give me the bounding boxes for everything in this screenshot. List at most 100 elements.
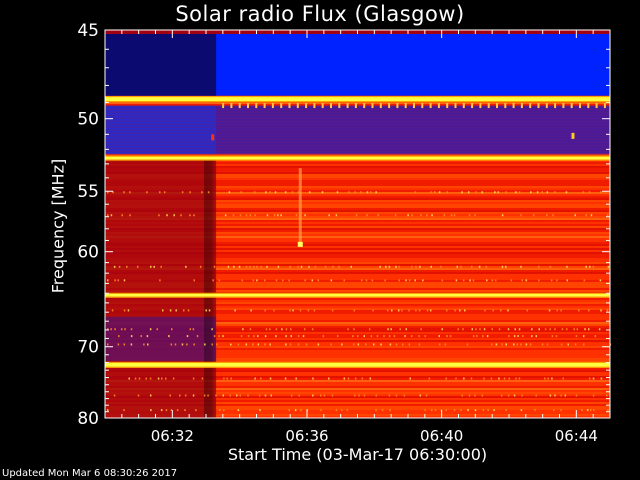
spectrogram-row <box>105 342 610 344</box>
striation-dot <box>166 214 168 217</box>
striation-dot <box>204 343 206 346</box>
striation-dot <box>257 335 259 338</box>
bright-band-edge <box>105 159 610 161</box>
striation-dot <box>242 328 244 331</box>
spectrogram-row <box>105 330 610 332</box>
striation-dot <box>186 343 188 346</box>
striation-dot <box>556 309 559 312</box>
striation-dot <box>467 409 469 412</box>
striation-dot <box>240 191 243 194</box>
striation-dot <box>346 409 349 412</box>
striation-dot <box>223 377 225 380</box>
interference-dot <box>421 103 424 109</box>
striation-dot <box>340 409 343 412</box>
striation-dot <box>512 343 515 346</box>
striation-dot <box>186 335 189 338</box>
interference-dot <box>321 103 324 109</box>
striation-dot <box>354 377 357 380</box>
striation-dot <box>600 309 602 312</box>
striation-dot <box>525 343 528 346</box>
striation-dot <box>153 265 155 268</box>
spectrogram-row <box>105 346 610 348</box>
spectrogram-row <box>105 274 610 276</box>
striation-dot <box>297 343 300 346</box>
striation-dot <box>475 328 477 331</box>
striation-dot <box>368 328 371 331</box>
spectrogram-row <box>105 320 610 322</box>
striation-dot <box>277 214 279 217</box>
striation-dot <box>290 394 293 397</box>
striation-dot <box>535 394 537 397</box>
spectrogram-row <box>105 208 610 210</box>
striation-dot <box>468 214 471 217</box>
striation-dot <box>207 191 210 194</box>
striation-dot <box>269 377 272 380</box>
striation-dot <box>312 394 314 397</box>
striation-dot <box>422 279 424 282</box>
striation-dot <box>575 335 578 338</box>
striation-dot <box>129 214 131 217</box>
spectrogram-row <box>105 176 610 178</box>
burst-spike <box>298 168 302 244</box>
striation-dot <box>288 279 290 282</box>
striation-dot <box>350 265 352 268</box>
striation-dot <box>213 335 216 338</box>
striation-dot <box>607 265 610 268</box>
striation-dot <box>363 335 366 338</box>
purple-band-row <box>105 108 610 110</box>
spectrogram-row <box>105 268 610 270</box>
striation-dot <box>253 265 255 268</box>
striation-dot <box>561 328 564 331</box>
striation-dot <box>456 265 459 268</box>
plot-area <box>105 30 612 419</box>
striation-dot <box>297 335 300 338</box>
spectrogram-row <box>105 184 610 186</box>
striation-dot <box>341 343 343 346</box>
striation-dot <box>305 343 308 346</box>
striation-dot <box>484 309 486 312</box>
striation-dot <box>510 279 513 282</box>
purple-band-row <box>105 147 610 149</box>
striation-dot <box>297 191 300 194</box>
purple-band-row <box>105 111 610 113</box>
striation-dot <box>389 409 391 412</box>
striation-dot <box>470 377 473 380</box>
striation-dot <box>389 343 392 346</box>
striation-dot <box>544 328 547 331</box>
striation-dot <box>338 265 340 268</box>
striation-dot <box>431 214 433 217</box>
striation-dot <box>578 309 580 312</box>
striation-dot <box>418 309 421 312</box>
striation-dot <box>589 409 592 412</box>
striation-dot <box>118 335 120 338</box>
striation-dot <box>592 265 595 268</box>
interference-dot <box>579 103 581 109</box>
striation-dot <box>588 309 590 312</box>
striation-dot <box>391 309 393 312</box>
spectrogram-row <box>105 334 610 336</box>
striation-dot <box>492 309 494 312</box>
spectrogram-row <box>105 284 610 286</box>
bright-band-edge <box>105 366 610 368</box>
striation-dot <box>394 214 397 217</box>
striation-dot <box>463 377 465 380</box>
striation-dot <box>358 394 360 397</box>
striation-dot <box>575 394 578 397</box>
background-step-edge <box>204 158 217 419</box>
striation-dot <box>546 191 549 194</box>
striation-dot <box>445 377 447 380</box>
striation-dot <box>335 409 338 412</box>
bright-band-edge <box>105 96 610 98</box>
striation-dot <box>219 409 221 412</box>
striation-dot <box>375 191 377 194</box>
striation-dot <box>265 191 267 194</box>
striation-dot <box>265 328 268 331</box>
striation-dot <box>185 265 187 268</box>
striation-dot <box>110 328 112 331</box>
striation-dot <box>157 377 160 380</box>
striation-dot <box>365 279 368 282</box>
striation-dot <box>295 214 298 217</box>
striation-dot <box>474 409 477 412</box>
interference-dot <box>504 103 507 109</box>
striation-dot <box>284 377 287 380</box>
